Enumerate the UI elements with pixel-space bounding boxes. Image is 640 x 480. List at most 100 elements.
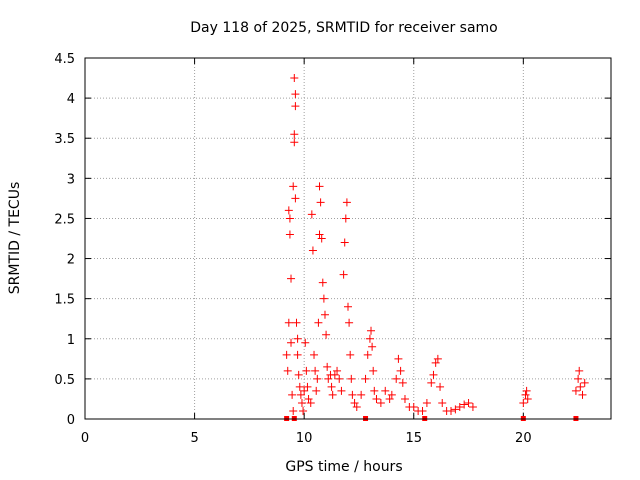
data-point [344,302,352,311]
data-point [301,338,310,347]
data-point [376,398,385,407]
data-point [297,398,306,407]
data-point [372,394,381,403]
data-point [310,350,319,359]
data-point [327,382,336,391]
data-point [385,394,394,403]
data-point [296,390,305,399]
data-point [291,102,300,111]
data-point [320,310,329,319]
data-point [468,402,477,411]
data-point [387,390,396,399]
data-point [290,74,299,83]
data-point [341,214,350,223]
data-point [342,198,351,207]
data-point [328,390,337,399]
data-point [317,234,326,243]
y-tick-label: 3.5 [54,132,75,147]
data-point [304,394,313,403]
data-point [431,358,440,367]
data-point [368,342,377,351]
y-tick-label: 2.5 [54,212,75,227]
grid [85,58,611,419]
data-point [288,390,297,399]
data-point [576,382,585,391]
data-point [290,138,299,147]
y-tick-label: 0.5 [54,373,75,388]
data-point [438,398,447,407]
chart-title: Day 118 of 2025, SRMTID for receiver sam… [190,20,498,36]
data-point [335,374,344,383]
data-point [313,374,322,383]
data-point [409,402,418,411]
data-point [392,374,401,383]
data-point [357,390,366,399]
data-point [295,382,304,391]
data-point [284,206,293,215]
data-point [303,382,312,391]
data-point [365,334,374,343]
y-tick-label: 0 [67,413,75,428]
x-tick-label: 20 [515,431,532,446]
data-point [307,210,316,219]
data-point [300,386,309,395]
data-point [299,406,308,415]
data-point [330,370,339,379]
data-point [455,402,464,411]
data-point [306,398,315,407]
data-point [398,378,407,387]
data-point [464,398,473,407]
data-point [287,338,296,347]
data-points [282,74,589,415]
y-tick-label: 4 [67,92,75,107]
data-point [429,370,438,379]
data-point [339,270,348,279]
data-point [396,366,405,375]
data-point [447,406,456,415]
data-point [319,294,328,303]
y-tick-label: 1 [67,333,75,348]
data-point [578,390,587,399]
data-point [346,350,355,359]
data-point [293,350,302,359]
data-point [347,374,356,383]
data-point [283,366,292,375]
data-point [324,374,333,383]
data-point [521,390,530,399]
data-point [522,386,531,395]
data-point [574,374,583,383]
y-axis-label: SRMTID / TECUs [7,182,23,295]
data-point [302,366,311,375]
y-tick-label: 3 [67,172,75,187]
data-point [282,350,291,359]
x-tick-labels: 0 5 10 15 20 [81,431,532,446]
data-point [433,354,442,363]
data-point [367,326,376,335]
x-tick-label: 15 [405,431,422,446]
y-tick-label: 4.5 [54,52,75,67]
data-point [284,318,293,327]
data-point [311,366,320,375]
axis-ticks [84,57,611,420]
data-point [400,394,409,403]
data-point [285,230,294,239]
data-point [519,398,528,407]
data-point [361,374,370,383]
data-point [460,400,469,409]
data-point [340,238,349,247]
data-point [312,386,321,395]
data-point [348,390,357,399]
data-point [369,366,378,375]
data-point [345,318,354,327]
data-point [314,318,323,327]
data-point [350,398,359,407]
data-point [523,394,532,403]
data-point [352,402,361,411]
data-point [322,330,331,339]
x-tick-label: 0 [81,431,89,446]
data-point [363,350,372,359]
data-point [291,90,300,99]
x-tick-label: 10 [296,431,313,446]
data-point [315,182,324,191]
